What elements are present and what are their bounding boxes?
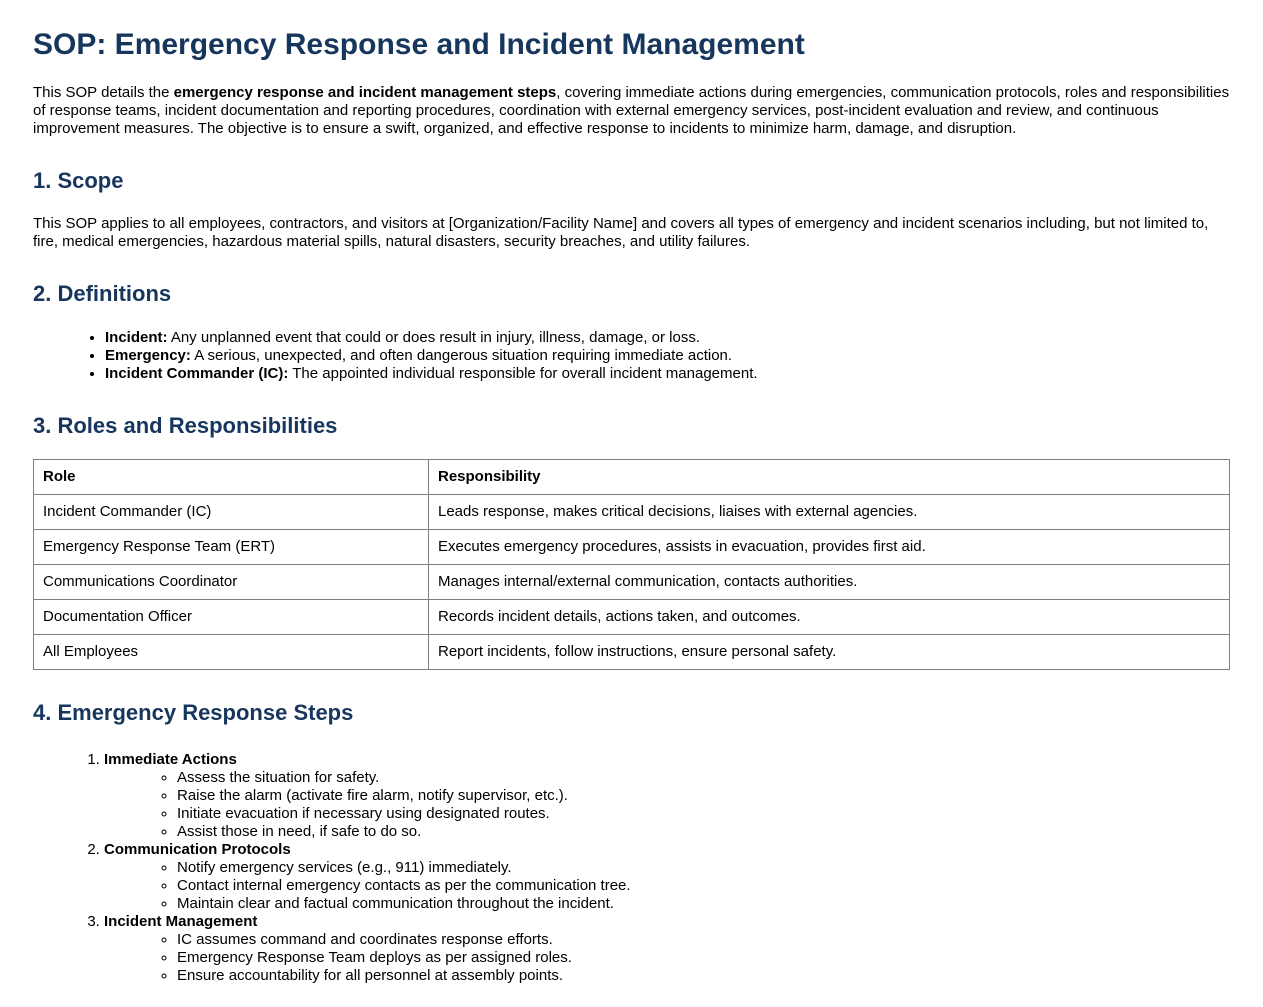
- table-cell-responsibility: Manages internal/external communication,…: [428, 564, 1230, 600]
- table-header-responsibility: Responsibility: [428, 459, 1230, 495]
- step-title: Communication Protocols: [104, 841, 291, 858]
- definitions-list: Incident: Any unplanned event that could…: [33, 329, 1230, 383]
- substep-item: Maintain clear and factual communication…: [177, 895, 1230, 913]
- table-cell-responsibility: Executes emergency procedures, assists i…: [428, 529, 1230, 565]
- step-title: Immediate Actions: [104, 751, 237, 768]
- table-row: Documentation Officer Records incident d…: [33, 599, 1230, 635]
- substep-item: Emergency Response Team deploys as per a…: [177, 949, 1230, 967]
- section-heading-roles: 3. Roles and Responsibilities: [33, 413, 338, 438]
- table-row: Emergency Response Team (ERT) Executes e…: [33, 529, 1230, 565]
- definition-item-emergency: Emergency: A serious, unexpected, and of…: [105, 347, 1230, 365]
- definition-text: The appointed individual responsible for…: [288, 365, 758, 382]
- intro-text-before: This SOP details the: [33, 84, 174, 101]
- definition-text: Any unplanned event that could or does r…: [167, 329, 701, 346]
- table-header-row: Role Responsibility: [33, 459, 1230, 495]
- definition-text: A serious, unexpected, and often dangero…: [190, 347, 733, 364]
- step-title: Incident Management: [104, 913, 258, 930]
- page-title: SOP: Emergency Response and Incident Man…: [33, 28, 805, 61]
- substep-item: Raise the alarm (activate fire alarm, no…: [177, 787, 1230, 805]
- section-heading-steps: 4. Emergency Response Steps: [33, 700, 354, 725]
- table-cell-responsibility: Report incidents, follow instructions, e…: [428, 634, 1230, 670]
- table-cell-role: Emergency Response Team (ERT): [33, 529, 429, 565]
- substeps-list: Assess the situation for safety. Raise t…: [104, 769, 1230, 841]
- steps-list: Immediate Actions Assess the situation f…: [33, 751, 1230, 985]
- table-row: Communications Coordinator Manages inter…: [33, 564, 1230, 600]
- intro-text-after: , covering immediate actions during emer…: [33, 84, 1230, 137]
- table-cell-role: All Employees: [33, 634, 429, 670]
- table-cell-role: Incident Commander (IC): [33, 494, 429, 530]
- definition-item-incident: Incident: Any unplanned event that could…: [105, 329, 1230, 347]
- definition-term: Emergency:: [105, 347, 191, 364]
- table-cell-responsibility: Records incident details, actions taken,…: [428, 599, 1230, 635]
- table-row: Incident Commander (IC) Leads response, …: [33, 494, 1230, 530]
- table-cell-role: Communications Coordinator: [33, 564, 429, 600]
- step-item-immediate-actions: Immediate Actions Assess the situation f…: [104, 751, 1230, 841]
- substep-item: Assess the situation for safety.: [177, 769, 1230, 787]
- section-heading-definitions: 2. Definitions: [33, 281, 172, 306]
- table-header-role: Role: [33, 459, 429, 495]
- definition-term: Incident:: [105, 329, 168, 346]
- scope-paragraph: This SOP applies to all employees, contr…: [33, 215, 1209, 250]
- substeps-list: IC assumes command and coordinates respo…: [104, 931, 1230, 985]
- intro-bold-text: emergency response and incident manageme…: [173, 84, 557, 101]
- table-row: All Employees Report incidents, follow i…: [33, 634, 1230, 670]
- substep-item: Notify emergency services (e.g., 911) im…: [177, 859, 1230, 877]
- table-cell-responsibility: Leads response, makes critical decisions…: [428, 494, 1230, 530]
- substep-item: Assist those in need, if safe to do so.: [177, 823, 1230, 841]
- substep-item: IC assumes command and coordinates respo…: [177, 931, 1230, 949]
- table-cell-role: Documentation Officer: [33, 599, 429, 635]
- substep-item: Ensure accountability for all personnel …: [177, 967, 1230, 985]
- roles-table: Role Responsibility Incident Commander (…: [33, 459, 1230, 670]
- definition-term: Incident Commander (IC):: [105, 365, 289, 382]
- section-heading-scope: 1. Scope: [33, 168, 124, 193]
- substep-item: Contact internal emergency contacts as p…: [177, 877, 1230, 895]
- substeps-list: Notify emergency services (e.g., 911) im…: [104, 859, 1230, 913]
- definition-item-incident-commander: Incident Commander (IC): The appointed i…: [105, 365, 1230, 383]
- step-item-incident-management: Incident Management IC assumes command a…: [104, 913, 1230, 985]
- intro-paragraph: This SOP details the emergency response …: [33, 84, 1230, 138]
- document-page: SOP: Emergency Response and Incident Man…: [0, 28, 1263, 985]
- substep-item: Initiate evacuation if necessary using d…: [177, 805, 1230, 823]
- step-item-communication-protocols: Communication Protocols Notify emergency…: [104, 841, 1230, 913]
